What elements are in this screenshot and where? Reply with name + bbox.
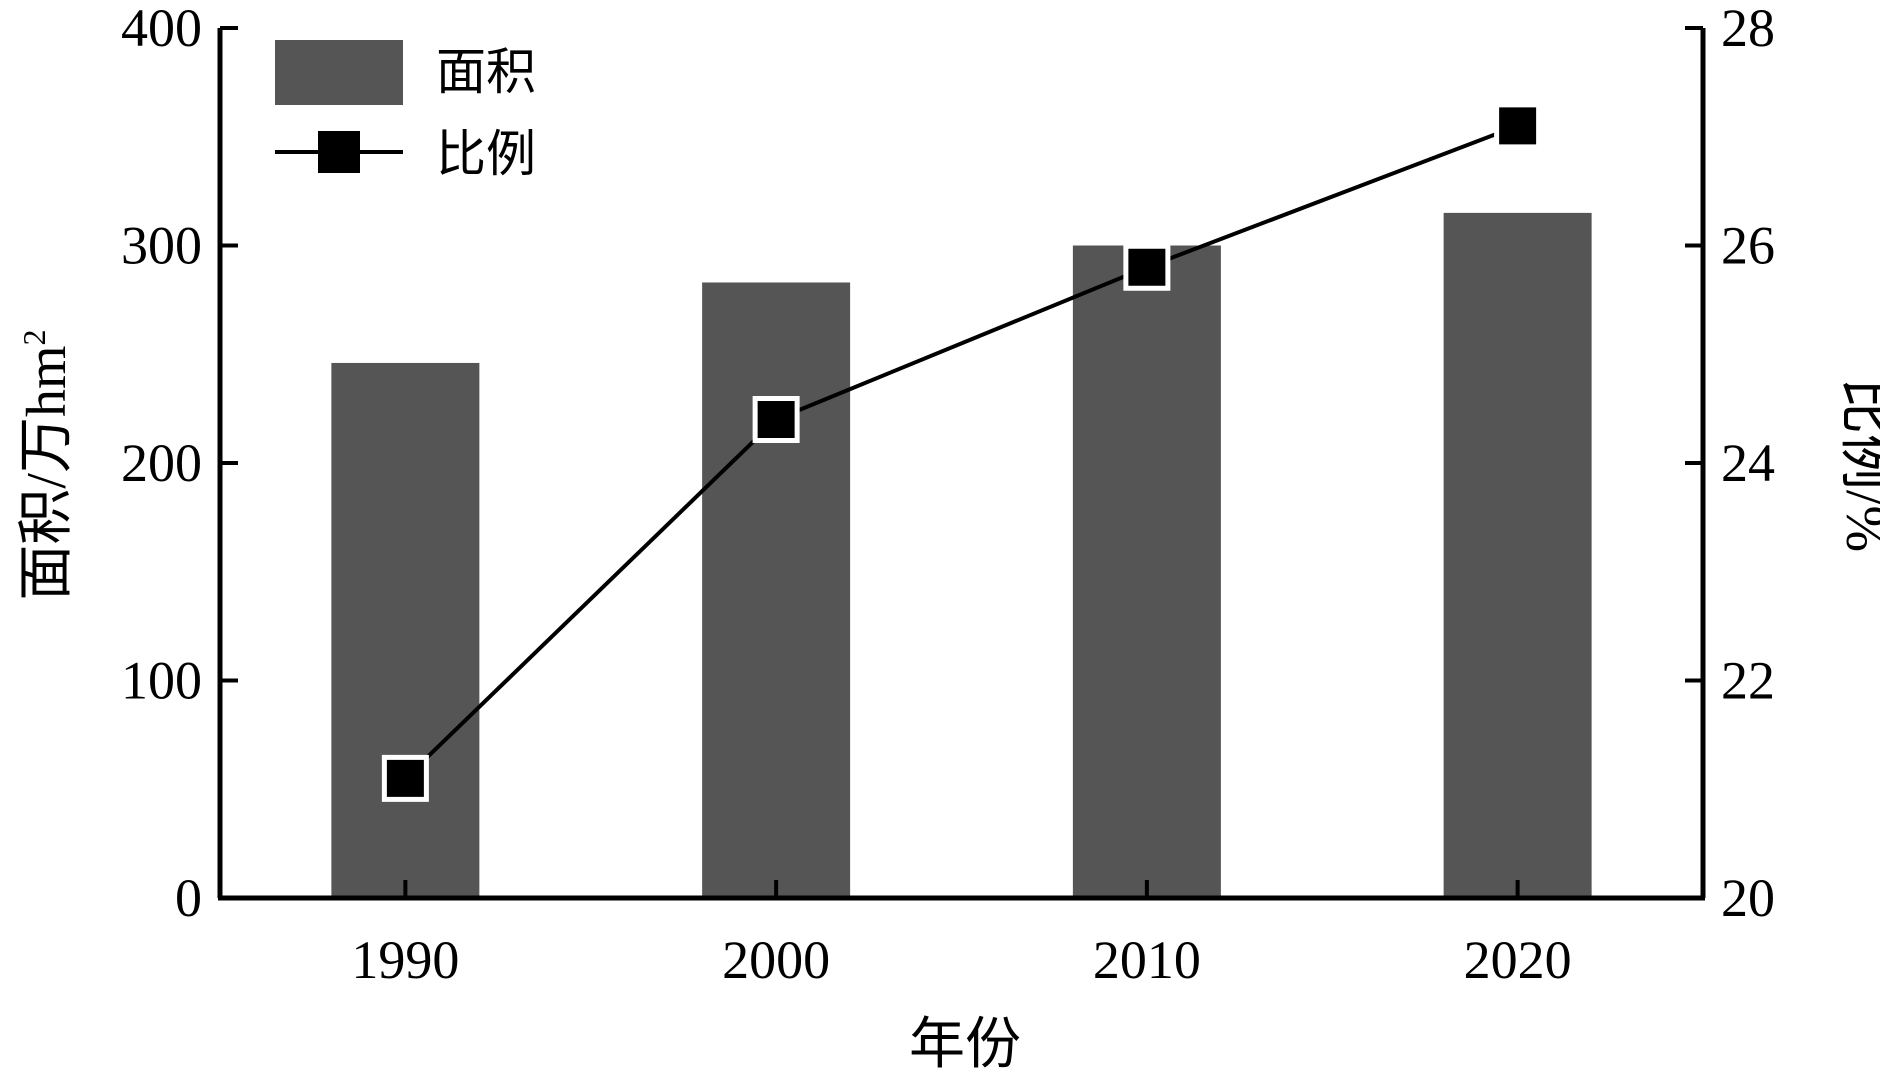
y-left-tick-label: 400 bbox=[121, 0, 202, 58]
y-axis-right-title: 比例/% bbox=[1834, 378, 1880, 552]
x-tick-label: 2000 bbox=[722, 930, 830, 990]
legend-marker-swatch bbox=[318, 131, 360, 173]
x-tick-label: 1990 bbox=[351, 930, 459, 990]
bar-2010 bbox=[1072, 245, 1221, 898]
ratio-marker-2010 bbox=[1123, 243, 1171, 291]
bar-2020 bbox=[1443, 212, 1592, 898]
x-axis-title: 年份 bbox=[909, 1014, 1021, 1076]
y-axis-left-title-sup: 2 bbox=[16, 329, 52, 345]
line-layer bbox=[381, 102, 1542, 802]
bar-1990 bbox=[331, 362, 480, 898]
x-tick-label: 2020 bbox=[1464, 930, 1572, 990]
y-left-tick-label: 0 bbox=[175, 868, 202, 928]
y-right-tick-label: 24 bbox=[1721, 433, 1775, 493]
y-left-tick-label: 100 bbox=[121, 651, 202, 711]
ticks-layer: 0 100 200 300 400 20 22 24 26 28 1990 2000 2010 2020 bbox=[121, 0, 1775, 990]
y-axis-left-title: 面积/万hm2 bbox=[16, 329, 78, 600]
ratio-marker-2020 bbox=[1494, 102, 1542, 150]
legend: 面积 比例 bbox=[275, 40, 536, 182]
y-left-tick-label: 300 bbox=[121, 216, 202, 276]
ratio-line bbox=[403, 124, 1519, 780]
bar-2000 bbox=[702, 282, 851, 899]
ratio-marker-1990 bbox=[381, 754, 429, 802]
y-right-tick-label: 28 bbox=[1721, 0, 1775, 58]
y-right-tick-label: 20 bbox=[1721, 868, 1775, 928]
y-axis-left-title-main: 面积/万hm bbox=[16, 345, 78, 600]
y-left-tick-label: 200 bbox=[121, 433, 202, 493]
legend-label-area: 面积 bbox=[436, 44, 536, 100]
legend-bar-swatch bbox=[275, 40, 403, 105]
y-right-tick-label: 26 bbox=[1721, 216, 1775, 276]
y-right-tick-label: 22 bbox=[1721, 651, 1775, 711]
legend-label-ratio: 比例 bbox=[436, 126, 536, 182]
bars-layer bbox=[331, 212, 1592, 899]
ratio-marker-2000 bbox=[752, 396, 800, 443]
x-tick-label: 2010 bbox=[1093, 930, 1201, 990]
